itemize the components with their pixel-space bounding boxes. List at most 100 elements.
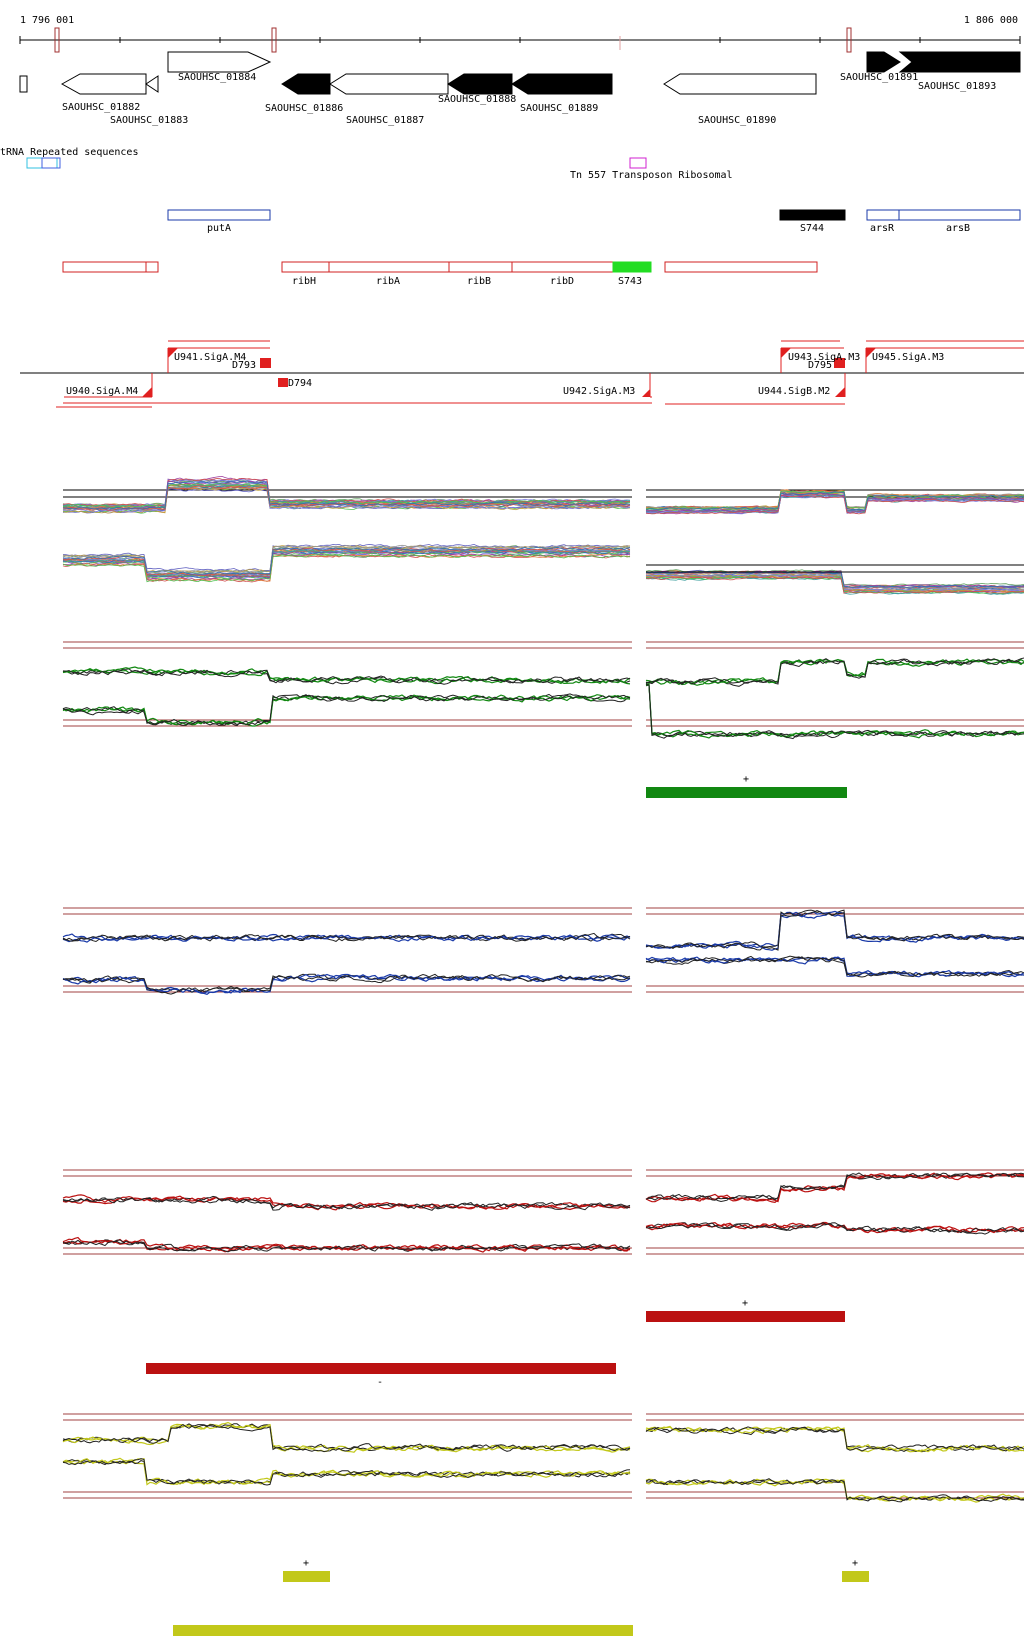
yellow-track-reference-minus: [63, 1458, 631, 1485]
promoter-label: U942.SigA.M3: [563, 386, 635, 397]
condition-signal-minus: [62, 550, 631, 579]
feature-box[interactable]: [62, 261, 147, 273]
yellow-track-reference-plus: [62, 1423, 631, 1453]
gene-label: SAOUHSC_01891: [840, 72, 918, 83]
operon-track-blue: putA S744 arsR arsB: [167, 209, 1021, 234]
feature-ribA[interactable]: [328, 261, 450, 273]
segment-bar-red-minus[interactable]: [146, 1363, 616, 1374]
feature-ribH[interactable]: [281, 261, 330, 273]
gene-SAOUHSC_01888[interactable]: [447, 73, 513, 95]
green-track-signal-minus: [645, 684, 1024, 739]
feature-label: S743: [618, 276, 642, 287]
gene-label: SAOUHSC_01883: [110, 115, 188, 126]
green-track-reference-minus: [62, 694, 631, 726]
red-track-reference-plus: [645, 1172, 1024, 1201]
promoter-block-D793[interactable]: [260, 358, 271, 368]
start-coordinate: 1 796 001: [20, 15, 74, 26]
gene-label: SAOUHSC_01886: [265, 103, 343, 114]
condition-signal-plus: [645, 490, 1024, 510]
blue-track-reference-minus: [645, 956, 1024, 978]
strand-mark: -: [377, 1377, 383, 1388]
condition-signal-minus: [645, 570, 1024, 588]
condition-signal-minus: [645, 576, 1024, 594]
green-track-reference-plus: [645, 658, 1024, 687]
green-track-reference-plus: [62, 668, 631, 685]
blue-track-signal-minus: [645, 956, 1024, 977]
segment-bar-red-plus[interactable]: [646, 1311, 845, 1322]
red-track-signal-plus: [62, 1194, 631, 1211]
promoter-track: U941.SigA.M4 D793 D794 U940.SigA.M4 U942…: [20, 340, 1024, 408]
condition-signal-plus: [62, 482, 631, 508]
segment-bar-yellow-plus[interactable]: [842, 1571, 869, 1582]
gene-SAOUHSC_01890[interactable]: [663, 73, 817, 95]
feature-arsB[interactable]: [898, 209, 1021, 221]
repeats-label: tRNA Repeated sequences: [0, 147, 138, 158]
gene-label: SAOUHSC_01882: [62, 102, 140, 113]
blue-track-signal-minus: [62, 973, 631, 994]
feature-putA[interactable]: [167, 209, 271, 221]
strand-mark: +: [852, 1558, 858, 1569]
feature-label: arsR: [870, 223, 895, 234]
condition-signal-plus: [62, 487, 631, 514]
promoter-label: U941.SigA.M4: [174, 352, 246, 363]
promoter-label: D793: [232, 360, 256, 371]
green-track-reference-plus: [62, 669, 631, 685]
gene-SAOUHSC_01893[interactable]: [898, 51, 1021, 73]
gene-SAOUHSC_01887[interactable]: [329, 73, 449, 95]
strand-mark: +: [743, 774, 749, 785]
gene-SAOUHSC_01882[interactable]: [60, 73, 147, 95]
segment-bars: + + - + + -: [146, 774, 869, 1640]
promoter-label: U944.SigB.M2: [758, 386, 830, 397]
gene-SAOUHSC_01883[interactable]: [145, 75, 159, 93]
feature-arsR[interactable]: [866, 209, 900, 221]
gene-track: [19, 51, 1021, 95]
blue-track-reference-minus: [62, 973, 631, 995]
red-track-reference-minus: [645, 1222, 1024, 1234]
segment-bar-yellow-plus[interactable]: [283, 1571, 330, 1582]
feature-box[interactable]: [664, 261, 818, 273]
expression-tracks: [62, 475, 1024, 1503]
gene-SAOUHSC_01884[interactable]: [167, 51, 272, 73]
red-track-signal-plus: [645, 1172, 1024, 1204]
feature-label: arsB: [946, 223, 970, 234]
blue-track-reference-plus: [645, 910, 1024, 951]
gene-label: SAOUHSC_01890: [698, 115, 776, 126]
condition-signal-plus: [62, 485, 631, 510]
gene-SAOUHSC_01891[interactable]: [866, 51, 901, 73]
feature-S744[interactable]: [779, 209, 846, 221]
feature-ribB[interactable]: [448, 261, 513, 273]
gene-SAOUHSC_01886[interactable]: [281, 73, 331, 95]
segment-bar-green-plus[interactable]: [646, 787, 847, 798]
gene-label: SAOUHSC_01893: [918, 81, 996, 92]
condition-signal-minus: [645, 571, 1024, 590]
feature-S743[interactable]: [612, 261, 652, 273]
promoter-label: U945.SigA.M3: [872, 352, 944, 363]
promoter-block-D794[interactable]: [278, 378, 288, 387]
gene-SAOUHSC_01889[interactable]: [511, 73, 613, 95]
promoter-label: D795: [808, 360, 832, 371]
yellow-track-reference-minus: [645, 1478, 1024, 1502]
blue-track-signal-plus: [62, 933, 631, 943]
feature-label: ribD: [550, 276, 574, 287]
feature-box[interactable]: [145, 261, 159, 273]
feature-ribD[interactable]: [511, 261, 614, 273]
gene-label: SAOUHSC_01887: [346, 115, 424, 126]
green-track-signal-plus: [62, 666, 631, 685]
blue-track-reference-plus: [62, 932, 631, 942]
yellow-track-signal-minus: [62, 1457, 631, 1486]
red-track-reference-plus: [645, 1172, 1024, 1203]
condition-signal-minus: [62, 547, 631, 577]
gene-label: SAOUHSC_01889: [520, 103, 598, 114]
promoter-block-D795[interactable]: [834, 358, 845, 368]
transposon-box[interactable]: [629, 157, 647, 169]
red-track-reference-minus: [62, 1239, 631, 1253]
condition-signal-minus: [62, 554, 631, 583]
segment-bar-yellow-minus[interactable]: [173, 1625, 633, 1636]
promoter-label: D794: [288, 378, 312, 389]
trna-box[interactable]: [41, 157, 61, 169]
yellow-track-reference-plus: [645, 1426, 1024, 1452]
red-track-reference-plus: [62, 1195, 631, 1211]
gene-fragment[interactable]: [19, 75, 28, 93]
gene-labels: SAOUHSC_01882 SAOUHSC_01883 SAOUHSC_0188…: [62, 72, 996, 126]
